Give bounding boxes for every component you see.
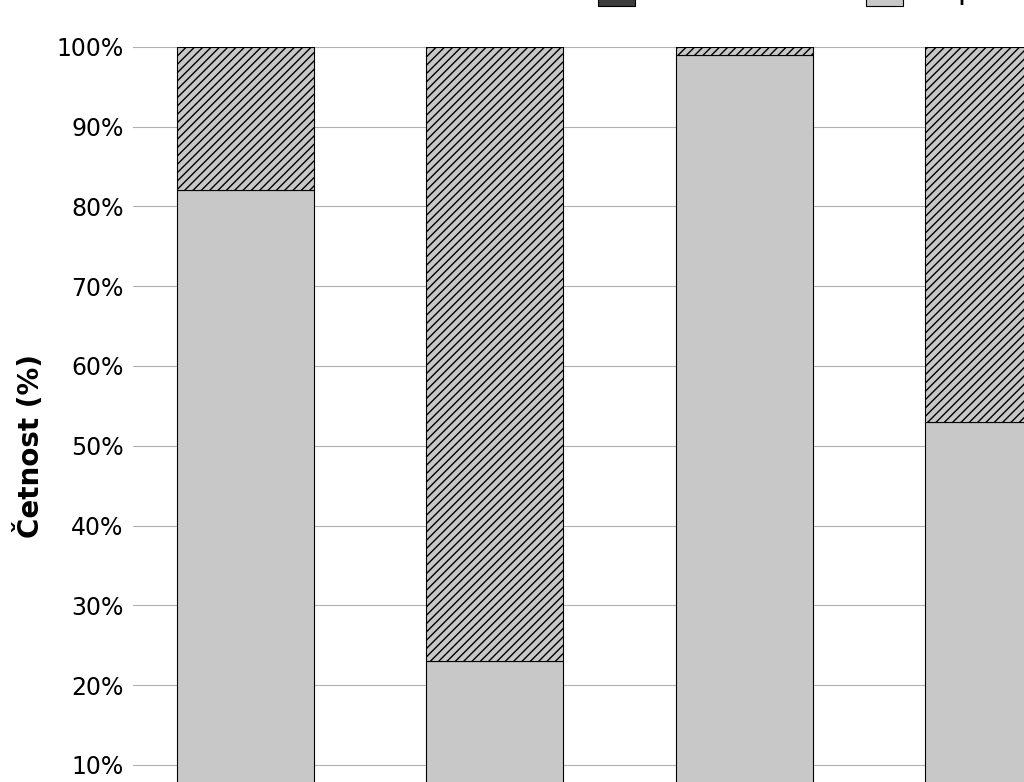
Bar (177, 47, 314, 191)
Y-axis label: Četnost (%): Četnost (%) (15, 353, 45, 538)
Legend: Rotatoria, Cop: Rotatoria, Cop (586, 0, 989, 18)
Bar (177, 191, 314, 782)
Bar (925, 47, 1024, 421)
Bar (426, 47, 563, 661)
Bar (426, 661, 563, 782)
Bar (676, 47, 813, 55)
Bar (676, 55, 813, 782)
Bar (925, 421, 1024, 782)
